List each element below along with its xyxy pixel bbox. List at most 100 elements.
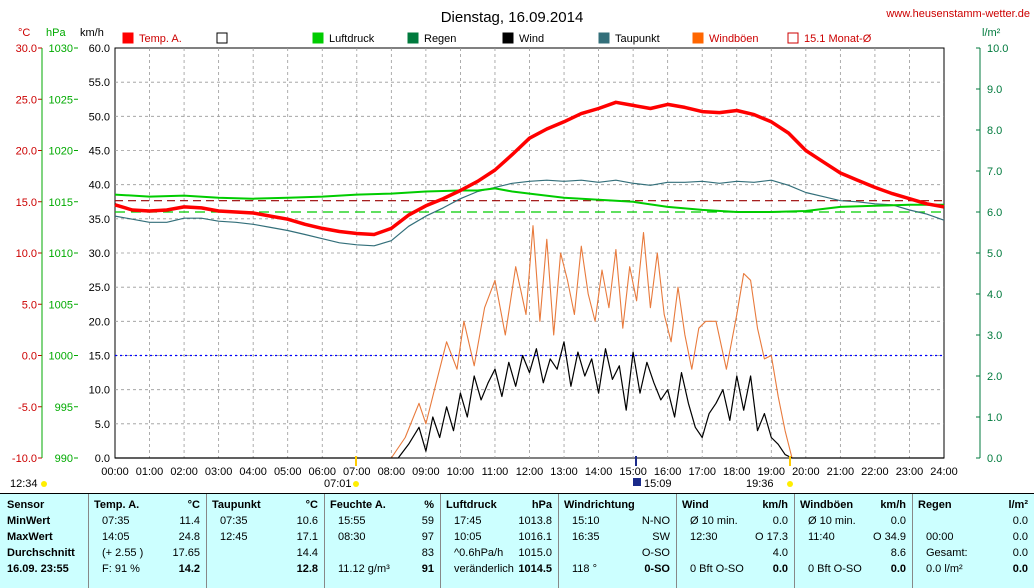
wind-tick-label: 15.0 [89,351,110,363]
wind-row-value: 4.0 [772,547,788,559]
pressure-column [440,494,558,588]
wind-tick-label: 25.0 [89,282,110,294]
gust-row-value: 0.0 [890,563,906,575]
rain-row-value: 0.0 [1012,515,1028,527]
press-row-value: 1014.5 [518,563,552,575]
dew-row-value: 17.1 [296,531,318,543]
dir-title: Windrichtung [564,499,635,511]
legend-swatch [502,32,514,44]
sensor-title: Sensor [7,499,45,511]
sun-marker-left-label: 12:34 [10,478,38,490]
rain-tick-label: 9.0 [987,84,1002,96]
temp-tick-label: 25.0 [16,94,37,106]
wind-row-value: O 17.3 [754,531,788,543]
series-line-wind [115,341,944,459]
rain-tick-label: 0.0 [987,453,1002,465]
temp-row-note: F: 91 % [102,563,140,575]
press-row-note: ^0.6hPa/h [454,547,504,559]
gust-row-note: 11:40 [808,531,835,543]
row-label-current: 16.09. 23:55 [7,563,69,575]
gust-row-value: 8.6 [890,547,906,559]
row-label-max: MaxWert [7,531,53,543]
legend-label: Luftdruck [329,33,375,45]
legend-label: Regen [424,33,456,45]
wind-tick-label: 20.0 [89,316,110,328]
peak-label: 15:09 [644,478,672,490]
dew-row-value: 10.6 [296,515,318,527]
press-row-value: 1015.0 [518,547,552,559]
gust-column [794,494,912,588]
press-row-note: 10:05 [454,531,482,543]
sunrise-dot [353,481,359,487]
wind-tick-label: 0.0 [95,453,110,465]
pressure-tick-label: 1015 [49,197,73,209]
time-tick-label: 05:00 [274,466,302,478]
legend-label: 15.1 Monat-Ø [804,33,872,45]
temp-column [88,494,206,588]
wind-row-note: Ø 10 min. [690,515,738,527]
time-tick-label: 18:00 [723,466,751,478]
pressure-tick-label: 1020 [49,146,73,158]
gust-unit: km/h [880,499,906,511]
sun-dot [41,481,47,487]
dew-row-note: 12:45 [220,531,248,543]
wind-tick-label: 55.0 [89,77,110,89]
time-tick-label: 00:00 [101,466,129,478]
rain-title: Regen [918,499,952,511]
time-tick-label: 02:00 [170,466,198,478]
legend-label: Windböen [709,33,759,45]
time-tick-label: 23:00 [896,466,924,478]
press-row-value: 1016.1 [518,531,552,543]
legend-label: Taupunkt [615,33,660,45]
pressure-tick-label: 1025 [49,94,73,106]
temp-tick-label: 10.0 [16,248,37,260]
dew-row-note: 07:35 [220,515,248,527]
temp-tick-label: 15.0 [16,197,37,209]
wind-tick-label: 35.0 [89,214,110,226]
dir-row-value: O-SO [641,547,670,559]
dew-unit: °C [305,499,318,511]
legend-label: Temp. A. [139,33,182,45]
humidity-column [324,494,440,588]
temp-row-note: 07:35 [102,515,130,527]
legend-swatch [122,32,134,44]
hum-unit: % [424,499,434,511]
row-label-min: MinWert [7,515,51,527]
site-url: www.heusenstamm-wetter.de [885,8,1030,20]
pressure-unit: hPa [46,27,66,39]
gust-row-note: Ø 10 min. [808,515,856,527]
wind-row-note: 0 Bft O-SO [690,563,744,575]
sunrise-label: 07:01 [324,478,352,490]
time-tick-label: 09:00 [412,466,440,478]
gust-row-value: O 34.9 [872,531,906,543]
time-tick-label: 17:00 [688,466,716,478]
wind-unit: km/h [80,27,104,39]
chart-title: Dienstag, 16.09.2014 [441,9,584,26]
wind-row-value: 0.0 [772,515,788,527]
time-tick-label: 06:00 [308,466,336,478]
temp-row-note: (+ 2.55 ) [102,547,144,559]
hum-row-value: 59 [421,515,434,527]
dir-row-value: SW [652,531,670,543]
pressure-tick-label: 1030 [49,43,73,55]
dew-row-value: 14.4 [296,547,318,559]
temp-tick-label: -5.0 [18,402,37,414]
sunset-label: 19:36 [746,478,774,490]
wind-title: Wind [682,499,709,511]
rain-row-value: 0.0 [1012,547,1028,559]
rain-row-value: 0.0 [1012,563,1028,575]
temp-row-value: 14.2 [178,563,200,575]
time-tick-label: 11:00 [482,466,509,478]
dir-row-note: 15:10 [572,515,600,527]
hum-row-note: 08:30 [338,531,366,543]
dir-row-note: 118 ° [572,563,597,575]
temp-row-note: 14:05 [102,531,130,543]
series-line-temp-a- [114,100,945,237]
time-tick-label: 14:00 [585,466,613,478]
series-line-windb-en [115,225,944,459]
sensor-column: Sensor MinWert MaxWert Durchschnitt 16.0… [0,494,88,588]
wind-unit: km/h [762,499,788,511]
time-tick-label: 07:00 [343,466,371,478]
pressure-tick-label: 990 [55,453,73,465]
legend-swatch [787,32,799,44]
